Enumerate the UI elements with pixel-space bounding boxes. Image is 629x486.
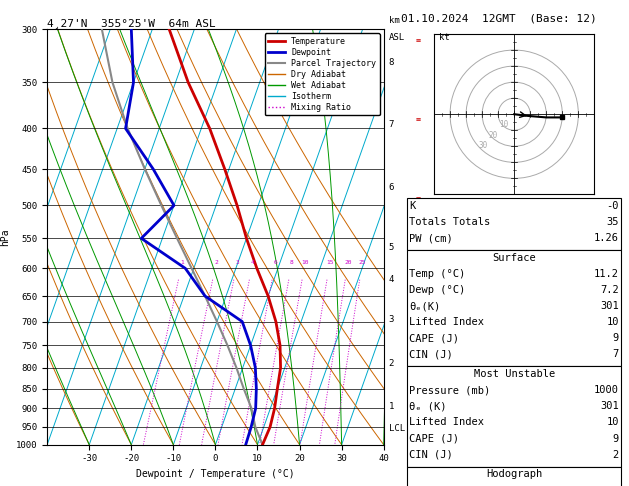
Text: Hodograph: Hodograph — [486, 469, 542, 480]
Text: ≡: ≡ — [416, 426, 421, 435]
Text: 6: 6 — [274, 260, 277, 265]
Text: 11.2: 11.2 — [594, 269, 619, 279]
Text: ≡: ≡ — [416, 392, 421, 401]
Text: K: K — [409, 201, 416, 211]
Text: 8: 8 — [290, 260, 294, 265]
Text: 2: 2 — [613, 450, 619, 460]
Text: ≡: ≡ — [416, 36, 421, 45]
Text: 4: 4 — [389, 275, 394, 284]
Text: 1000: 1000 — [594, 385, 619, 396]
Text: ≡: ≡ — [416, 115, 421, 124]
Text: 25: 25 — [359, 260, 366, 265]
Text: PW (cm): PW (cm) — [409, 233, 454, 243]
Text: 10: 10 — [606, 317, 619, 328]
Text: 1.26: 1.26 — [594, 233, 619, 243]
Text: 5: 5 — [389, 243, 394, 252]
Text: 2: 2 — [214, 260, 218, 265]
Text: 9: 9 — [613, 333, 619, 344]
Text: CAPE (J): CAPE (J) — [409, 333, 459, 344]
Text: 7: 7 — [389, 120, 394, 129]
Text: 15: 15 — [326, 260, 333, 265]
Text: 01.10.2024  12GMT  (Base: 12): 01.10.2024 12GMT (Base: 12) — [401, 14, 597, 24]
Text: ≡: ≡ — [416, 194, 421, 203]
Text: 8: 8 — [389, 57, 394, 67]
Text: Surface: Surface — [493, 253, 536, 263]
Legend: Temperature, Dewpoint, Parcel Trajectory, Dry Adiabat, Wet Adiabat, Isotherm, Mi: Temperature, Dewpoint, Parcel Trajectory… — [265, 34, 379, 116]
Text: ≡: ≡ — [416, 363, 421, 372]
Text: Mixing Ratio (g/kg): Mixing Ratio (g/kg) — [413, 207, 422, 309]
Text: 3: 3 — [235, 260, 239, 265]
Text: Dewp (°C): Dewp (°C) — [409, 285, 465, 295]
Text: θₑ(K): θₑ(K) — [409, 301, 441, 312]
Text: 10: 10 — [499, 120, 508, 129]
Text: 20: 20 — [489, 131, 498, 139]
Y-axis label: hPa: hPa — [1, 228, 11, 246]
Text: 10: 10 — [301, 260, 309, 265]
Text: 1: 1 — [389, 402, 394, 411]
Text: Most Unstable: Most Unstable — [474, 369, 555, 380]
Text: ASL: ASL — [389, 33, 405, 42]
X-axis label: Dewpoint / Temperature (°C): Dewpoint / Temperature (°C) — [136, 469, 295, 479]
Text: ≡: ≡ — [416, 400, 421, 409]
Text: ≡: ≡ — [416, 286, 421, 295]
Text: Lifted Index: Lifted Index — [409, 417, 484, 428]
Text: 301: 301 — [600, 401, 619, 412]
Text: 1: 1 — [181, 260, 184, 265]
Text: 4¸27'N  355°25'W  64m ASL: 4¸27'N 355°25'W 64m ASL — [47, 18, 216, 28]
Text: Totals Totals: Totals Totals — [409, 217, 491, 227]
Text: km: km — [389, 16, 399, 25]
Text: © weatheronline.co.uk: © weatheronline.co.uk — [452, 470, 576, 480]
Text: 9: 9 — [613, 434, 619, 444]
Text: 7: 7 — [613, 349, 619, 360]
Text: Lifted Index: Lifted Index — [409, 317, 484, 328]
Text: 7.2: 7.2 — [600, 285, 619, 295]
Text: 20: 20 — [344, 260, 352, 265]
Text: 2: 2 — [389, 359, 394, 368]
Text: CIN (J): CIN (J) — [409, 450, 454, 460]
Text: 6: 6 — [389, 183, 394, 192]
Text: Temp (°C): Temp (°C) — [409, 269, 465, 279]
Text: kt: kt — [439, 34, 450, 42]
Text: 10: 10 — [606, 417, 619, 428]
Text: LCL: LCL — [389, 424, 405, 434]
Text: 4: 4 — [251, 260, 255, 265]
Text: CAPE (J): CAPE (J) — [409, 434, 459, 444]
Text: ≡: ≡ — [416, 384, 421, 393]
Text: Pressure (mb): Pressure (mb) — [409, 385, 491, 396]
Text: 35: 35 — [606, 217, 619, 227]
Text: 301: 301 — [600, 301, 619, 312]
Text: 3: 3 — [389, 314, 394, 324]
Text: 30: 30 — [478, 141, 487, 150]
Text: ≡: ≡ — [416, 327, 421, 336]
Text: -0: -0 — [606, 201, 619, 211]
Text: CIN (J): CIN (J) — [409, 349, 454, 360]
Text: θₑ (K): θₑ (K) — [409, 401, 447, 412]
